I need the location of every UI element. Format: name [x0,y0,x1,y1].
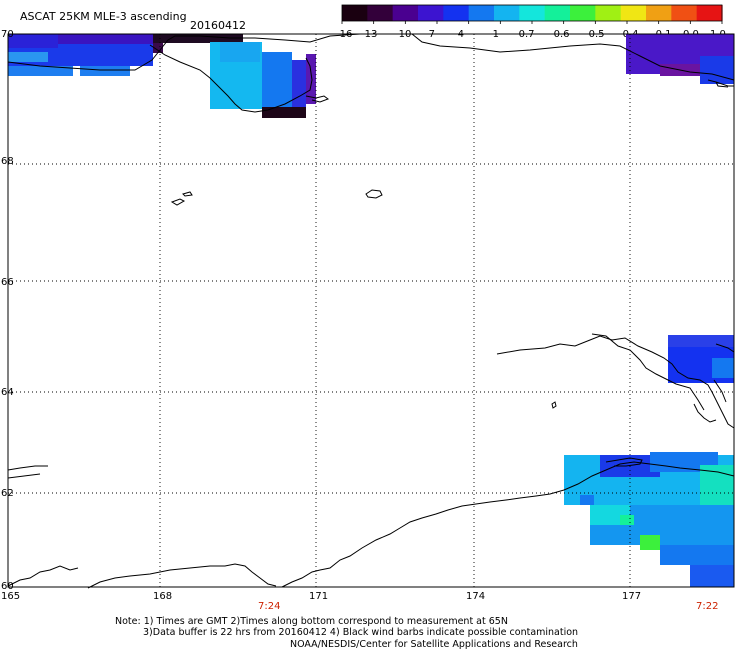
island-outline [551,401,557,409]
longitude-labels: 165 168 171 174 177 [1,591,641,602]
data-pixel [668,335,734,347]
colorbar-segment [696,5,723,21]
colorbar [341,4,723,24]
colorbar-segment [418,5,444,21]
latitude-label: 60 [1,581,14,592]
coastline [713,343,735,403]
data-pixel [240,96,262,107]
coastline [87,563,277,589]
colorbar-segment [595,5,622,21]
data-pixel [80,66,130,76]
data-pixel [8,66,73,76]
data-pixel [306,54,316,104]
colorbar-segment [342,5,368,21]
colorbar-segment [671,5,698,21]
data-pixel [660,545,734,565]
coastline [7,565,79,587]
data-pixel [220,42,260,62]
colorbar-segment [392,5,419,21]
coastline [605,457,643,467]
latitude-label: 68 [1,156,14,167]
longitude-label: 174 [466,591,485,602]
map-date: 20160412 [190,19,246,32]
colorbar-segment [646,5,672,21]
coastline [707,79,734,88]
pass-time-label: 7:22 [696,601,718,612]
coastline [281,461,735,588]
map-frame [7,33,735,588]
longitude-label: 165 [1,591,20,602]
data-pixel [580,495,594,505]
data-pixel [292,60,306,107]
coastline [305,95,330,103]
latitude-labels: 70 68 66 64 62 60 [1,29,14,592]
coastline [7,465,48,479]
coastline [496,335,735,429]
colorbar-segment [443,5,470,21]
data-pixel [58,34,153,44]
data-pixel [700,56,734,84]
latitude-label: 70 [1,29,14,40]
data-pixel [8,34,58,48]
island-outline [365,189,383,199]
latitude-label: 64 [1,387,14,398]
pass-time-label: 7:24 [258,601,280,612]
colorbar-segment [620,5,647,21]
data-pixel [153,34,243,43]
longitude-label: 177 [622,591,641,602]
colorbar-segment [367,5,394,21]
note-line: 3)Data buffer is 22 hrs from 20160412 4)… [143,627,578,638]
longitude-label: 168 [153,591,172,602]
data-pixel [640,535,660,550]
data-pixel [262,107,306,118]
coastlines [7,33,735,589]
latitude-label: 62 [1,488,14,499]
coastline [591,333,705,411]
wind-retrieval-pixels [8,34,734,587]
data-pixel [712,358,734,378]
note-line: Note: 1) Times are GMT 2)Times along bot… [115,616,508,627]
island-outline [182,191,193,197]
data-pixel [262,52,292,107]
colorbar-segment [570,5,596,21]
colorbar-segment [468,5,495,21]
latitude-label: 66 [1,277,14,288]
coastline [693,403,717,423]
map-title: ASCAT 25KM MLE-3 ascending [20,10,187,23]
colorbar-segment [544,5,571,21]
colorbar-segment [519,5,546,21]
data-pixel [620,515,634,525]
credit-line: NOAA/NESDIS/Center for Satellite Applica… [290,639,578,650]
data-pixel [153,43,163,53]
coastline [7,33,361,71]
coastline [411,33,735,81]
data-pixel [8,52,48,62]
island-outline [170,198,186,206]
data-pixel [690,565,734,587]
graticule [8,34,734,587]
longitude-label: 171 [309,591,328,602]
coastline [149,44,313,113]
colorbar-segment [494,5,520,21]
